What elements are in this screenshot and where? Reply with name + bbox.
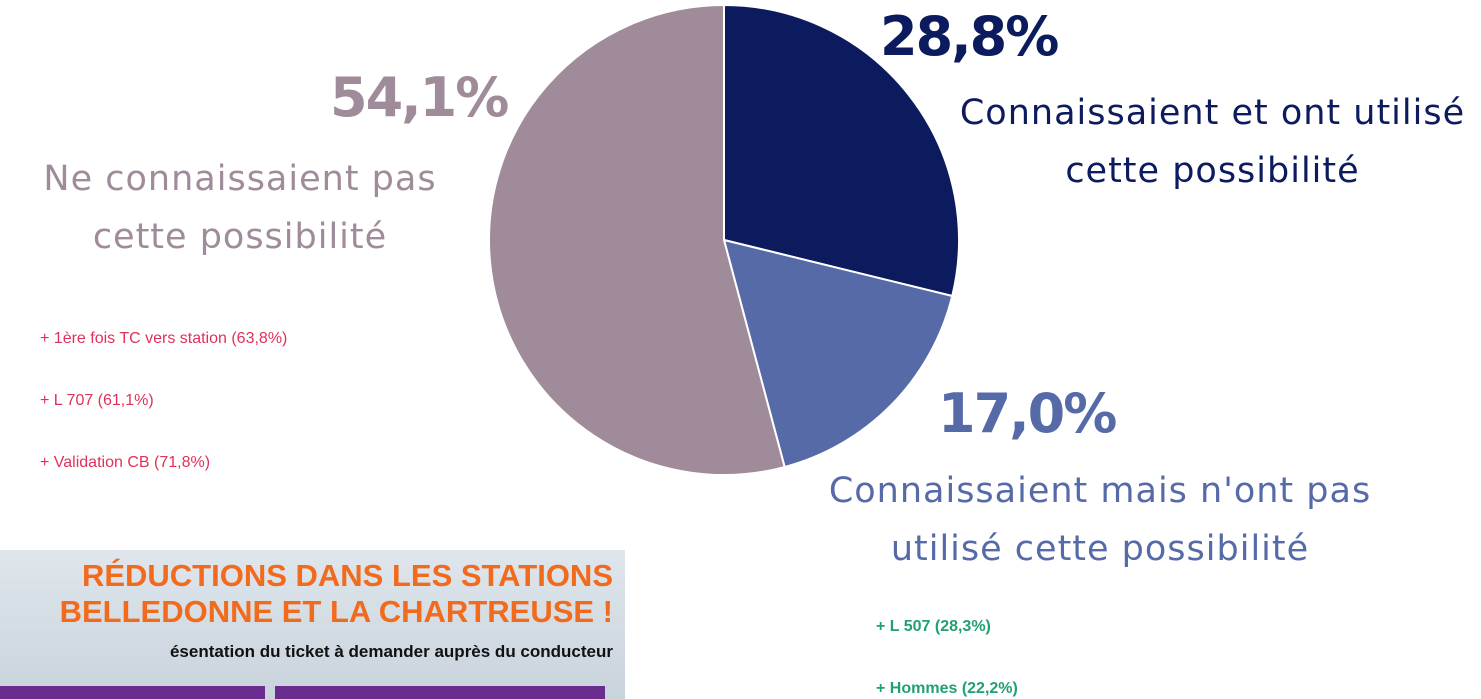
value-label: 54,1% [330, 66, 507, 129]
poster-box [275, 686, 605, 699]
category-label: Connaissaient et ont utilisé cette possi… [955, 84, 1470, 200]
poster-line: BELLEDONNE ET LA CHARTREUSE ! [60, 594, 613, 630]
highlight-note: + 1ère fois TC vers station (63,8%) [40, 330, 287, 348]
highlight-note: + Validation CB (71,8%) [40, 454, 210, 472]
value-label: 28,8% [880, 5, 1057, 68]
value-label: 17,0% [938, 382, 1115, 445]
highlight-note: + L 507 (28,3%) [876, 618, 991, 636]
poster: RÉDUCTIONS DANS LES STATIONS BELLEDONNE … [0, 550, 625, 699]
highlight-note: + L 707 (61,1%) [40, 392, 154, 410]
highlight-note: + Hommes (22,2%) [876, 680, 1018, 698]
page: RÉDUCTIONS DANS LES STATIONS BELLEDONNE … [0, 0, 1481, 699]
category-label: Connaissaient mais n'ont pas utilisé cet… [815, 462, 1385, 578]
poster-line: RÉDUCTIONS DANS LES STATIONS [82, 558, 613, 594]
poster-box [0, 686, 265, 699]
poster-line: ésentation du ticket à demander auprès d… [170, 642, 613, 662]
category-label: Ne connaissaient pas cette possibilité [0, 150, 480, 266]
